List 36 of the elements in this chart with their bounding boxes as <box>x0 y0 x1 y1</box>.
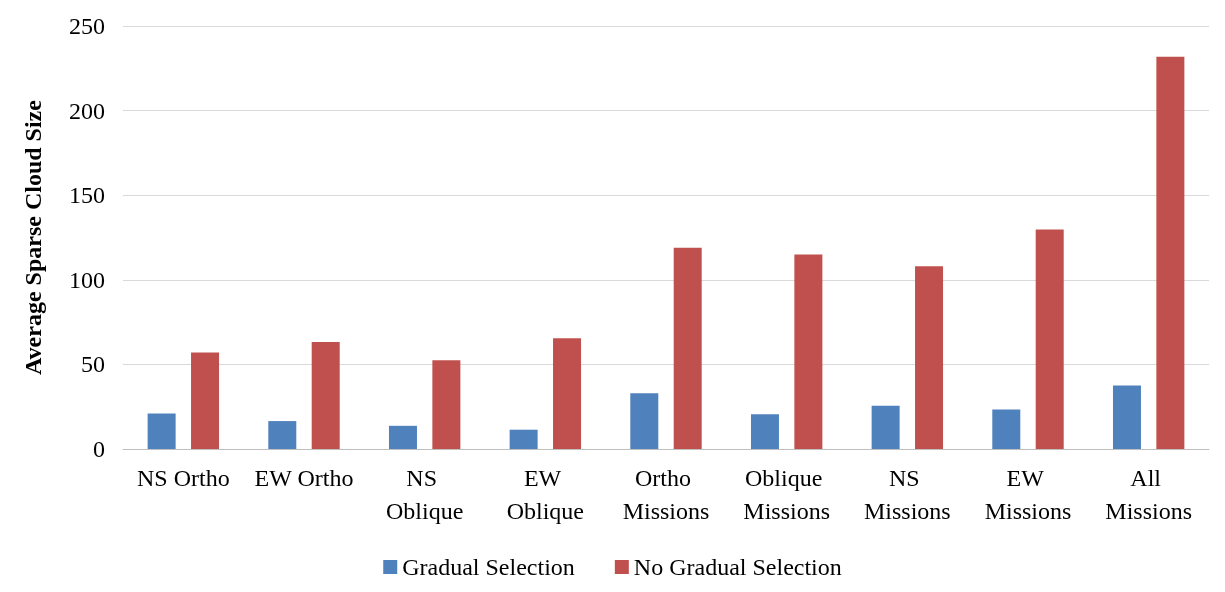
bar <box>992 409 1021 449</box>
bar <box>268 421 297 449</box>
bar <box>673 247 702 449</box>
x-tick-label: EW Missions <box>984 464 1072 524</box>
bar <box>191 352 220 449</box>
bar <box>1112 385 1141 449</box>
bar <box>553 338 582 449</box>
bar <box>794 254 823 449</box>
x-tick-label: Ortho Missions <box>622 464 710 524</box>
bar <box>147 413 176 449</box>
bar <box>915 266 944 449</box>
bar <box>1156 56 1185 449</box>
x-tick-label: EW Oblique <box>506 464 584 524</box>
y-tick-label: 150 <box>69 182 105 209</box>
y-tick-label: 100 <box>69 266 105 293</box>
bar <box>1035 229 1064 449</box>
x-tick-label: NS Missions <box>863 464 951 524</box>
bar <box>388 425 417 449</box>
legend-label: No Gradual Selection <box>633 554 842 580</box>
x-tick-label: Oblique Missions <box>743 464 831 524</box>
bar <box>509 429 538 449</box>
x-tick-label: NS Ortho <box>137 464 230 491</box>
bar <box>750 414 779 449</box>
bar <box>432 360 461 449</box>
x-tick-label: NS Oblique <box>386 464 464 524</box>
bar <box>871 405 900 449</box>
bar <box>630 393 659 449</box>
bar <box>311 342 340 449</box>
y-axis-title: Average Sparse Cloud Size <box>20 99 46 375</box>
y-tick-label: 50 <box>81 351 105 378</box>
y-tick-label: 250 <box>69 13 105 39</box>
legend-label: Gradual Selection <box>402 554 575 580</box>
x-tick-label: All Missions <box>1105 464 1193 524</box>
y-tick-label: 0 <box>93 436 105 462</box>
x-tick-label: EW Ortho <box>254 464 354 491</box>
y-tick-label: 200 <box>69 97 105 124</box>
